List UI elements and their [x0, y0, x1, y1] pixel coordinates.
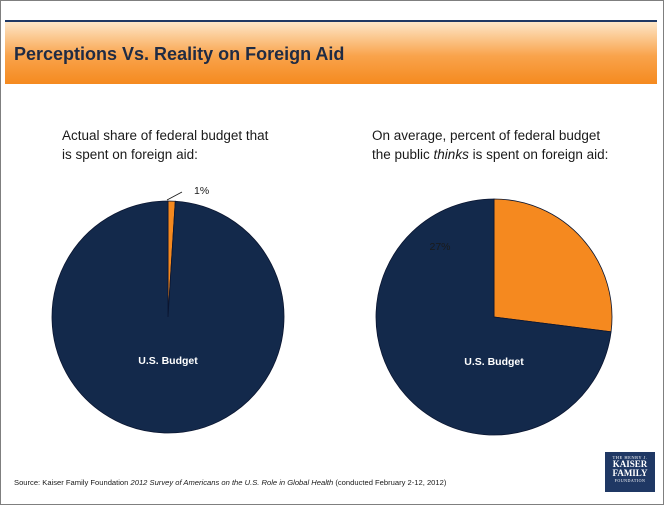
left-subtitle-line-2: is spent on foreign aid:: [62, 147, 198, 162]
right-chart-subtitle: On average, percent of federal budget th…: [372, 126, 642, 164]
left-subtitle-line-1: Actual share of federal budget that: [62, 128, 269, 143]
title-bar: [5, 22, 657, 84]
pie-1-budget-label: U.S. Budget: [138, 355, 198, 367]
pie-1-leader-line: [166, 191, 183, 201]
logo-line-3: FAMILY: [612, 468, 648, 478]
kff-logo: THE HENRY J. KAISER FAMILY FOUNDATION: [605, 452, 655, 492]
logo-line-1: THE HENRY J.: [612, 455, 648, 460]
slide-title: Perceptions Vs. Reality on Foreign Aid: [14, 44, 345, 64]
logo-line-4: FOUNDATION: [614, 478, 646, 483]
right-subtitle-line-2-post: is spent on foreign aid:: [468, 147, 609, 162]
pie-2-value-label: 27%: [429, 241, 450, 253]
pie-2-slice-perceived-amount-spent-on-foreign-aid: [493, 198, 613, 333]
right-subtitle-emphasis: thinks: [433, 147, 469, 162]
right-subtitle-line-2-pre: the public: [372, 147, 434, 162]
source-note: Source: Kaiser Family Foundation 2012 Su…: [14, 478, 446, 487]
source-prefix: Source: Kaiser Family Foundation: [14, 478, 131, 487]
logo-line-2: KAISER: [612, 459, 648, 469]
pie-2-slice-u-s-budget: [375, 198, 612, 436]
title-top-rule: [5, 20, 657, 22]
pie-2-budget-label: U.S. Budget: [464, 356, 524, 368]
right-subtitle-line-1: On average, percent of federal budget: [372, 128, 601, 143]
source-suffix: (conducted February 2-12, 2012): [333, 478, 447, 487]
pie-1-slice-u-s-budget: [51, 200, 285, 434]
left-chart-subtitle: Actual share of federal budget that is s…: [62, 126, 322, 164]
source-survey-name: 2012 Survey of Americans on the U.S. Rol…: [130, 478, 334, 487]
pie-1-value-label: 1%: [194, 185, 209, 197]
